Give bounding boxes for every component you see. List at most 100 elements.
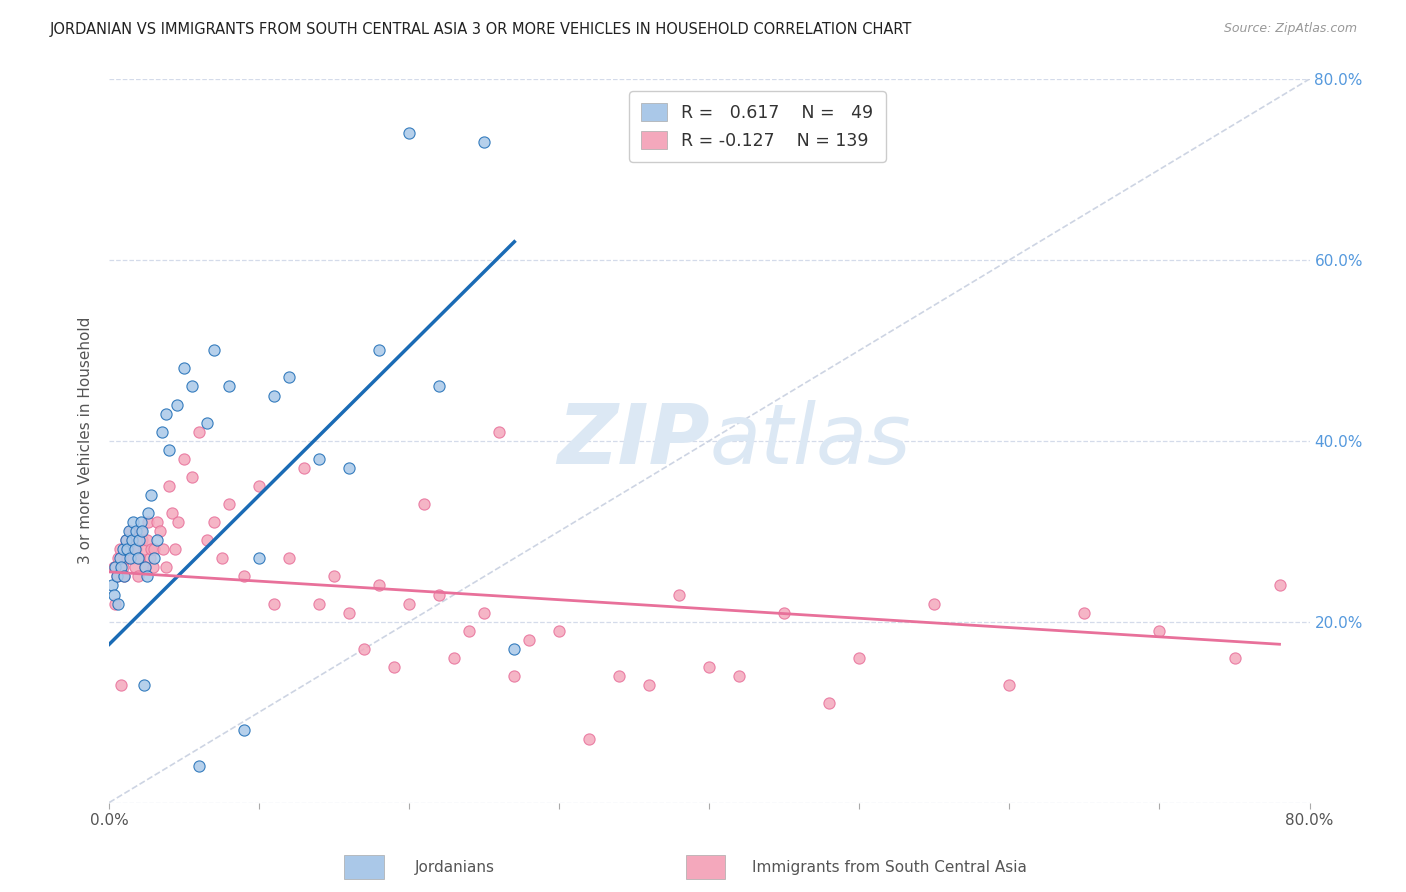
Point xyxy=(488,425,510,439)
Point xyxy=(107,597,129,611)
Point xyxy=(127,551,149,566)
Point xyxy=(135,569,157,583)
Point xyxy=(202,515,225,529)
Point xyxy=(1073,606,1095,620)
Point xyxy=(165,542,187,557)
Point xyxy=(728,669,751,683)
Point xyxy=(638,678,661,692)
Point xyxy=(162,506,184,520)
Point xyxy=(114,533,136,548)
Point xyxy=(443,650,465,665)
Point xyxy=(427,587,450,601)
Point xyxy=(128,551,150,566)
Point xyxy=(458,624,481,638)
Point xyxy=(124,560,146,574)
Point xyxy=(122,515,145,529)
Point xyxy=(382,660,405,674)
Point xyxy=(134,560,156,574)
Point xyxy=(578,732,600,747)
Point xyxy=(278,370,301,384)
Point xyxy=(111,542,134,557)
Point xyxy=(180,379,202,393)
Point xyxy=(427,379,450,393)
Point xyxy=(503,669,526,683)
Point xyxy=(188,759,211,773)
Point xyxy=(122,551,145,566)
Point xyxy=(195,533,218,548)
Point xyxy=(143,551,166,566)
Point xyxy=(125,542,148,557)
Point xyxy=(233,569,256,583)
Point xyxy=(818,696,841,710)
Point xyxy=(548,624,571,638)
Point xyxy=(167,515,190,529)
Point xyxy=(263,597,285,611)
Point xyxy=(136,506,159,520)
Point xyxy=(155,407,177,421)
Point xyxy=(114,533,136,548)
Point xyxy=(1268,578,1291,592)
Point xyxy=(247,479,270,493)
Point xyxy=(699,660,721,674)
Point xyxy=(134,560,156,574)
Point xyxy=(218,379,240,393)
Point xyxy=(368,343,391,358)
Point xyxy=(195,416,218,430)
Point xyxy=(155,560,177,574)
Point xyxy=(202,343,225,358)
Point xyxy=(127,569,149,583)
Y-axis label: 3 or more Vehicles in Household: 3 or more Vehicles in Household xyxy=(79,317,93,565)
Point xyxy=(108,542,131,557)
Point xyxy=(104,597,127,611)
Point xyxy=(118,524,141,539)
Point xyxy=(131,533,153,548)
Text: Jordanians: Jordanians xyxy=(415,860,495,874)
Point xyxy=(121,533,143,548)
Point xyxy=(337,606,360,620)
Point xyxy=(120,551,142,566)
Point xyxy=(141,488,163,502)
Point xyxy=(668,587,690,601)
Point xyxy=(848,650,870,665)
Point xyxy=(135,533,157,548)
Text: atlas: atlas xyxy=(710,401,911,482)
Text: Source: ZipAtlas.com: Source: ZipAtlas.com xyxy=(1223,22,1357,36)
Point xyxy=(278,551,301,566)
Point xyxy=(211,551,233,566)
Point xyxy=(142,560,165,574)
Point xyxy=(132,678,155,692)
Point xyxy=(124,542,146,557)
Point xyxy=(125,524,148,539)
Point xyxy=(263,388,285,402)
Point xyxy=(107,551,129,566)
Point xyxy=(152,542,174,557)
Point xyxy=(117,551,139,566)
Point xyxy=(120,524,142,539)
Point xyxy=(173,451,195,466)
Point xyxy=(773,606,796,620)
Point xyxy=(112,569,135,583)
Point xyxy=(111,560,134,574)
Legend: R =   0.617    N =   49, R = -0.127    N = 139: R = 0.617 N = 49, R = -0.127 N = 139 xyxy=(630,91,886,161)
Point xyxy=(105,569,128,583)
Point xyxy=(108,551,131,566)
Point xyxy=(101,578,124,592)
Text: ZIP: ZIP xyxy=(557,401,710,482)
Point xyxy=(141,542,163,557)
Point xyxy=(180,470,202,484)
Point xyxy=(121,533,143,548)
Point xyxy=(247,551,270,566)
Point xyxy=(103,587,125,601)
Point xyxy=(609,669,631,683)
Point xyxy=(157,479,180,493)
Point xyxy=(150,425,173,439)
Point xyxy=(118,542,141,557)
Point xyxy=(353,641,375,656)
Text: JORDANIAN VS IMMIGRANTS FROM SOUTH CENTRAL ASIA 3 OR MORE VEHICLES IN HOUSEHOLD : JORDANIAN VS IMMIGRANTS FROM SOUTH CENTR… xyxy=(49,22,911,37)
Point xyxy=(998,678,1021,692)
Point xyxy=(398,126,420,140)
Point xyxy=(128,533,150,548)
Point xyxy=(413,497,436,511)
Point xyxy=(233,723,256,738)
Point xyxy=(517,632,540,647)
